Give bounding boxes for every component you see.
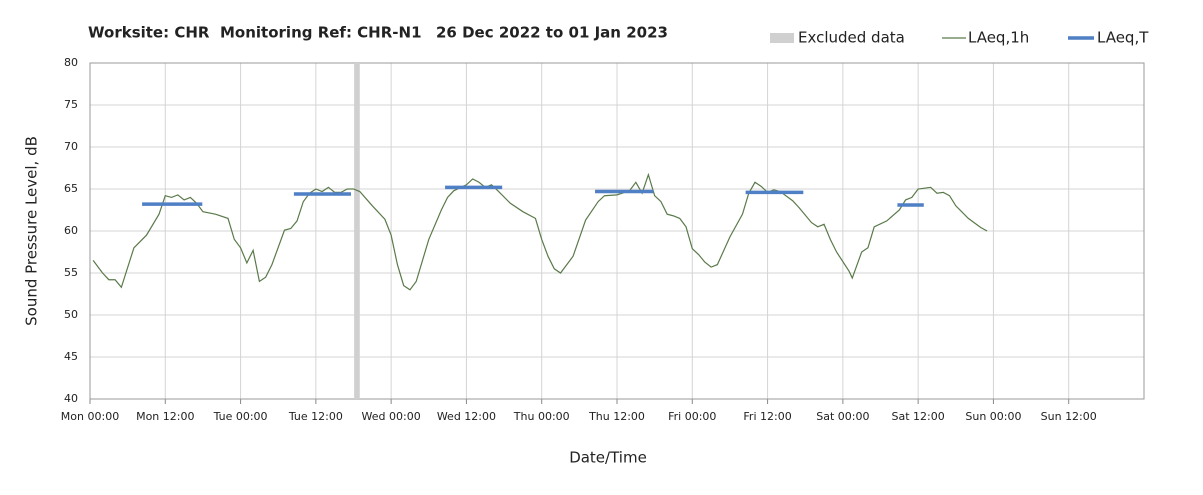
y-tick-label: 60 bbox=[64, 224, 78, 237]
y-tick-label: 65 bbox=[64, 182, 78, 195]
x-tick-label: Tue 00:00 bbox=[213, 410, 268, 423]
x-axis-label: Date/Time bbox=[569, 449, 647, 467]
y-tick-label: 70 bbox=[64, 140, 78, 153]
x-tick-label: Fri 12:00 bbox=[743, 410, 791, 423]
x-tick-label: Thu 12:00 bbox=[588, 410, 645, 423]
plot-border bbox=[89, 62, 1145, 400]
y-tick-label: 80 bbox=[64, 56, 78, 69]
x-tick-label: Wed 12:00 bbox=[437, 410, 496, 423]
y-tick-label: 45 bbox=[64, 350, 78, 363]
title-ref: Monitoring Ref: CHR-N1 bbox=[220, 24, 422, 42]
laeq-1h-line bbox=[92, 172, 988, 291]
legend-excluded-swatch bbox=[770, 33, 794, 43]
y-tick-label: 50 bbox=[64, 308, 78, 321]
x-tick-label: Sat 00:00 bbox=[816, 410, 869, 423]
x-tick-label: Sat 12:00 bbox=[892, 410, 945, 423]
legend-laeq-t-label: LAeq,T bbox=[1097, 29, 1149, 47]
y-axis-label: Sound Pressure Level, dB bbox=[23, 136, 41, 326]
y-tick-label: 55 bbox=[64, 266, 78, 279]
legend-excluded-label: Excluded data bbox=[798, 29, 905, 47]
title-dates: 26 Dec 2022 to 01 Jan 2023 bbox=[436, 24, 668, 42]
x-tick-label: Mon 00:00 bbox=[61, 410, 119, 423]
x-tick-label: Mon 12:00 bbox=[136, 410, 194, 423]
x-tick-label: Sun 12:00 bbox=[1041, 410, 1097, 423]
legend-laeq-1h-label: LAeq,1h bbox=[968, 29, 1029, 47]
y-tick-label: 75 bbox=[64, 98, 78, 111]
title-worksite: Worksite: CHR bbox=[88, 24, 210, 42]
x-tick-label: Tue 12:00 bbox=[288, 410, 343, 423]
y-tick-label: 40 bbox=[64, 392, 78, 405]
excluded-band bbox=[354, 63, 360, 399]
x-tick-label: Fri 00:00 bbox=[668, 410, 716, 423]
x-tick-label: Sun 00:00 bbox=[965, 410, 1021, 423]
x-tick-label: Thu 00:00 bbox=[513, 410, 570, 423]
x-tick-label: Wed 00:00 bbox=[362, 410, 421, 423]
